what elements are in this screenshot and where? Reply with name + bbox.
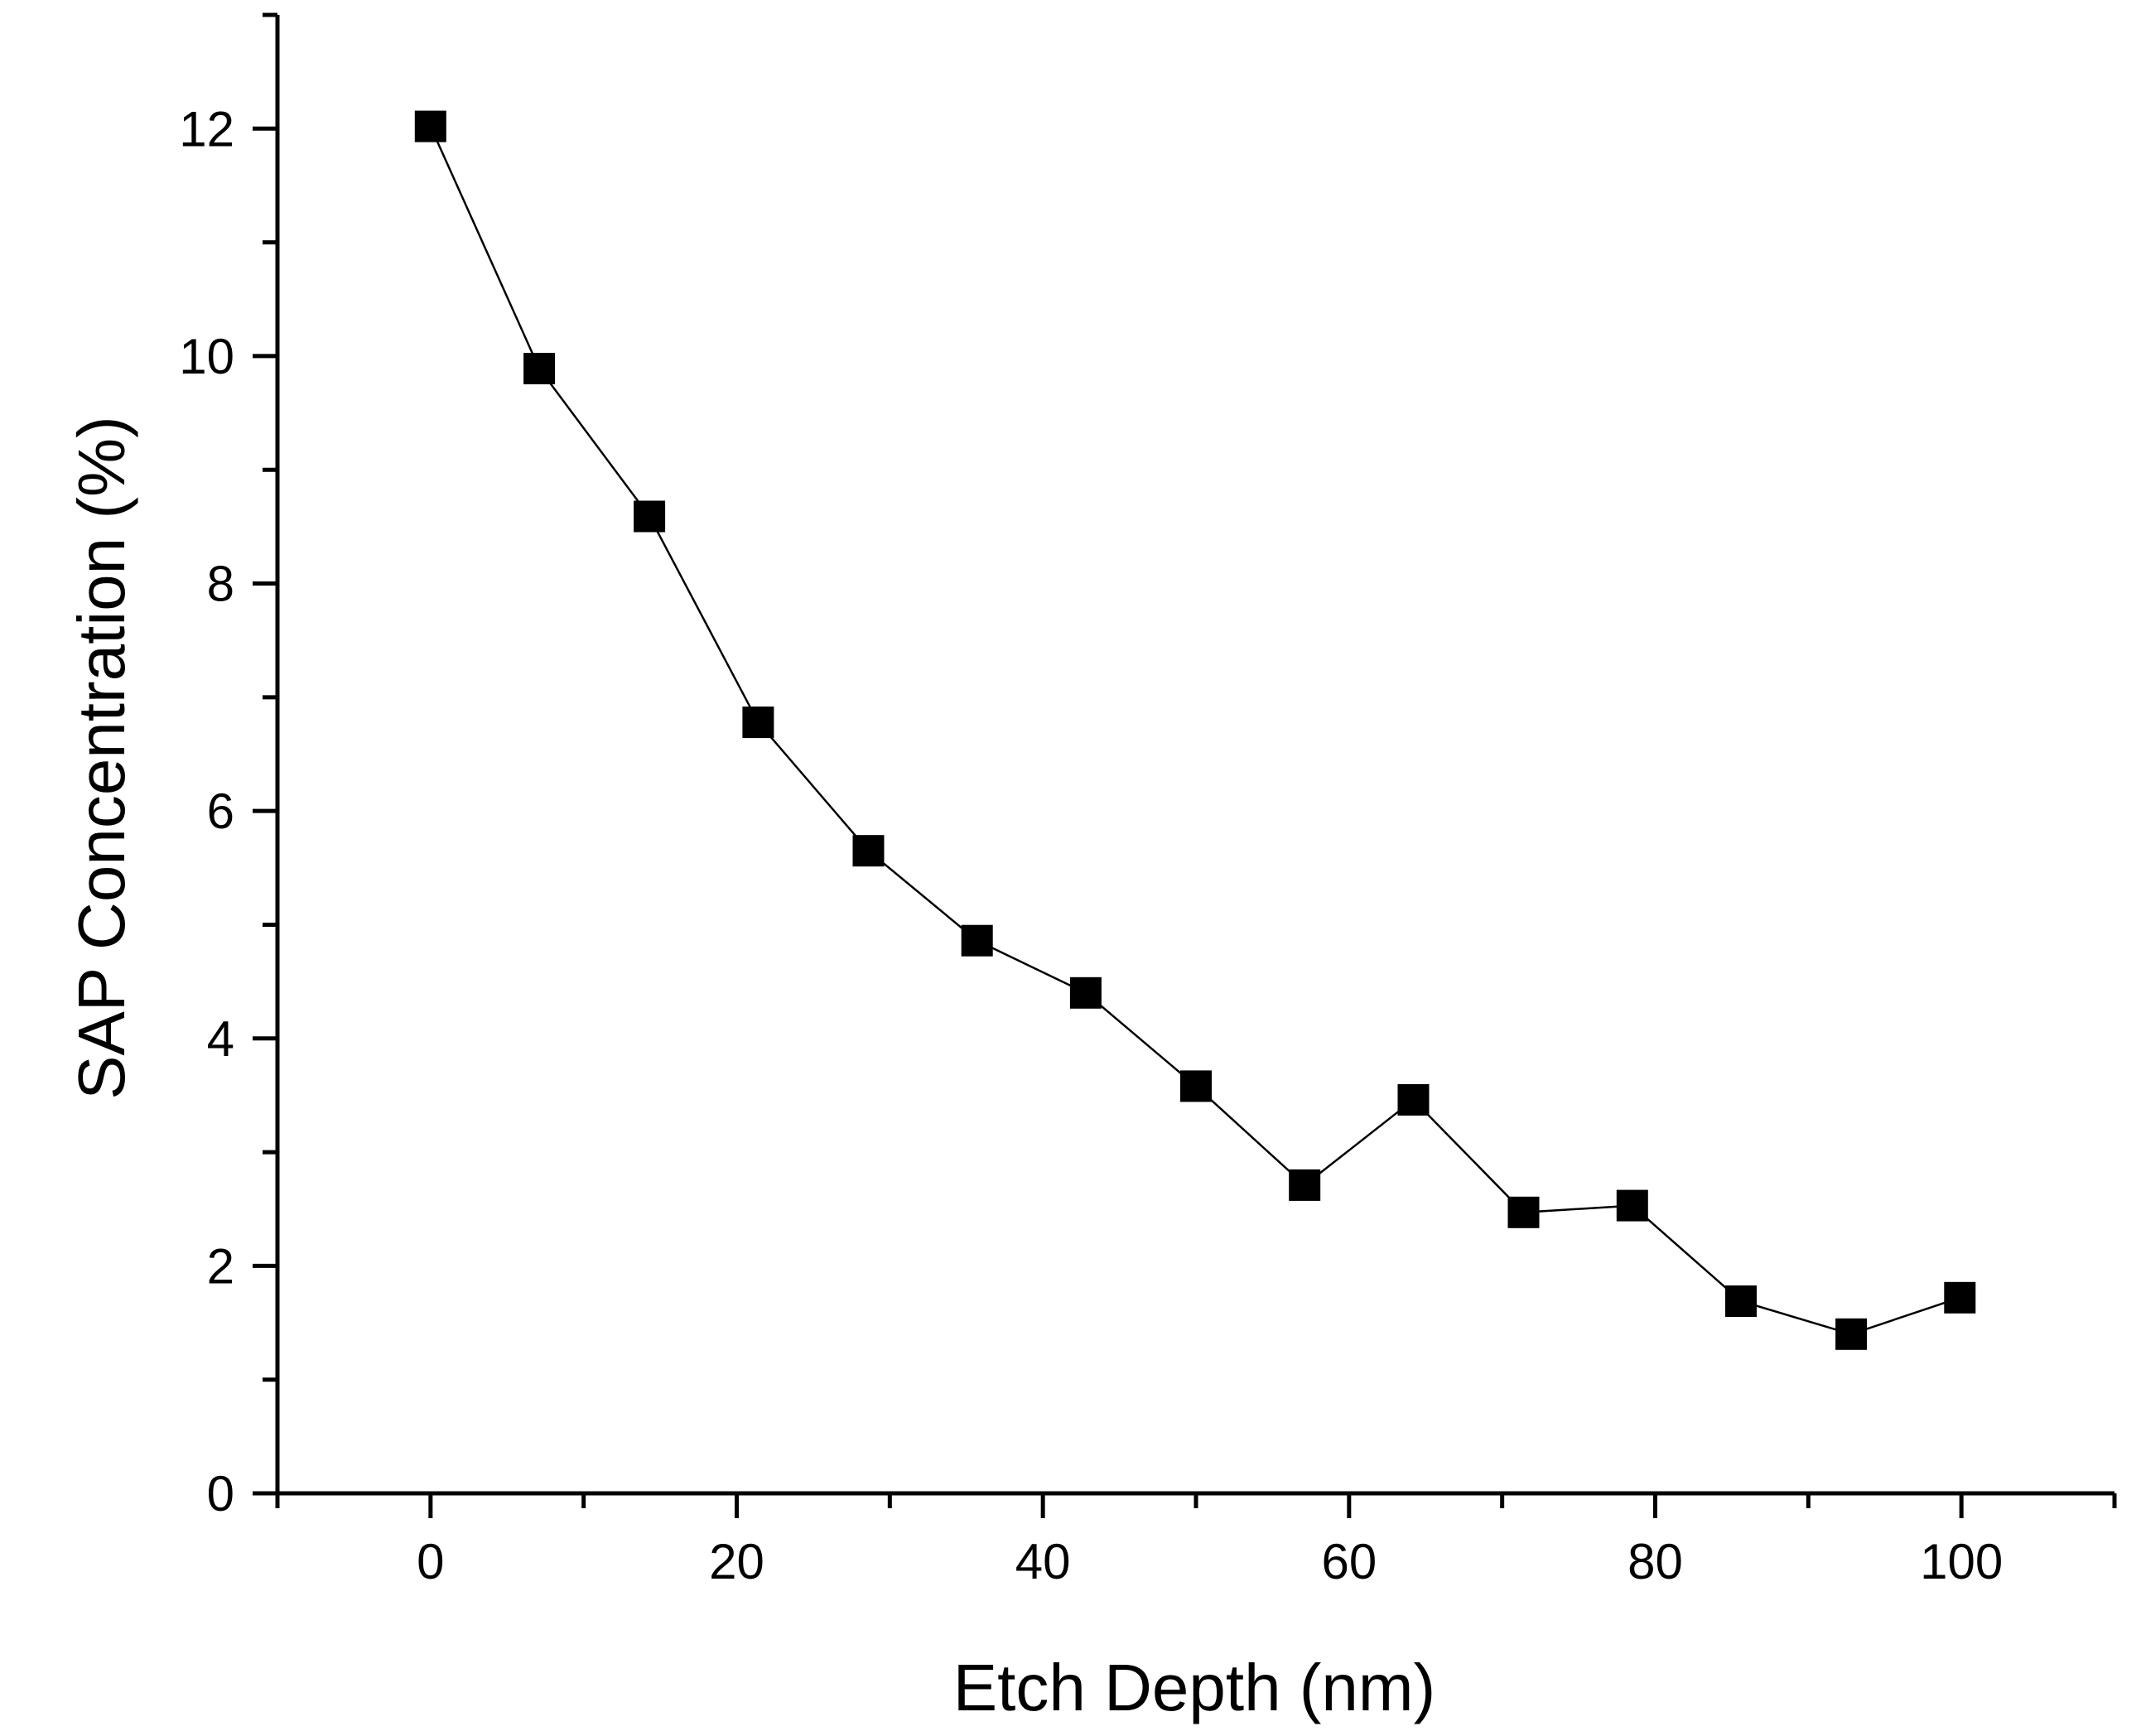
data-point-marker: [1180, 1070, 1212, 1102]
y-tick-label: 8: [207, 557, 234, 612]
y-tick-label: 10: [179, 329, 234, 384]
series-layer: [414, 110, 1976, 1350]
y-tick-label: 2: [207, 1238, 234, 1294]
data-point-marker: [1944, 1281, 1976, 1314]
data-point-marker: [1289, 1169, 1321, 1201]
data-point-marker: [1725, 1285, 1757, 1317]
x-tick-label: 40: [1015, 1534, 1071, 1589]
x-tick-label: 20: [709, 1534, 764, 1589]
y-tick-label: 0: [207, 1466, 234, 1521]
y-tick-label: 4: [207, 1011, 234, 1067]
y-tick-label: 6: [207, 784, 234, 839]
data-point-marker: [1835, 1318, 1868, 1350]
x-tick-label: 100: [1920, 1534, 2003, 1589]
data-point-marker: [742, 706, 774, 739]
data-point-marker: [414, 110, 446, 142]
x-tick-label: 0: [417, 1534, 444, 1589]
data-point-marker: [1507, 1196, 1540, 1228]
x-axis-title: Etch Depth (nm): [953, 1651, 1435, 1724]
axes: 0 20 40 60 80 100 0 2 4 6 8 10 12: [179, 12, 2117, 1589]
data-point-marker: [634, 500, 666, 533]
data-point-marker: [1069, 976, 1102, 1009]
y-axis-title: SAP Concentration (%): [65, 416, 138, 1100]
data-point-marker: [1616, 1189, 1648, 1222]
data-point-marker: [523, 353, 556, 384]
data-point-marker: [1397, 1083, 1430, 1116]
x-tick-label: 80: [1627, 1534, 1683, 1589]
data-point-marker: [852, 835, 885, 867]
y-tick-label: 12: [179, 101, 234, 157]
data-point-marker: [961, 924, 993, 957]
x-tick-label: 60: [1321, 1534, 1377, 1589]
